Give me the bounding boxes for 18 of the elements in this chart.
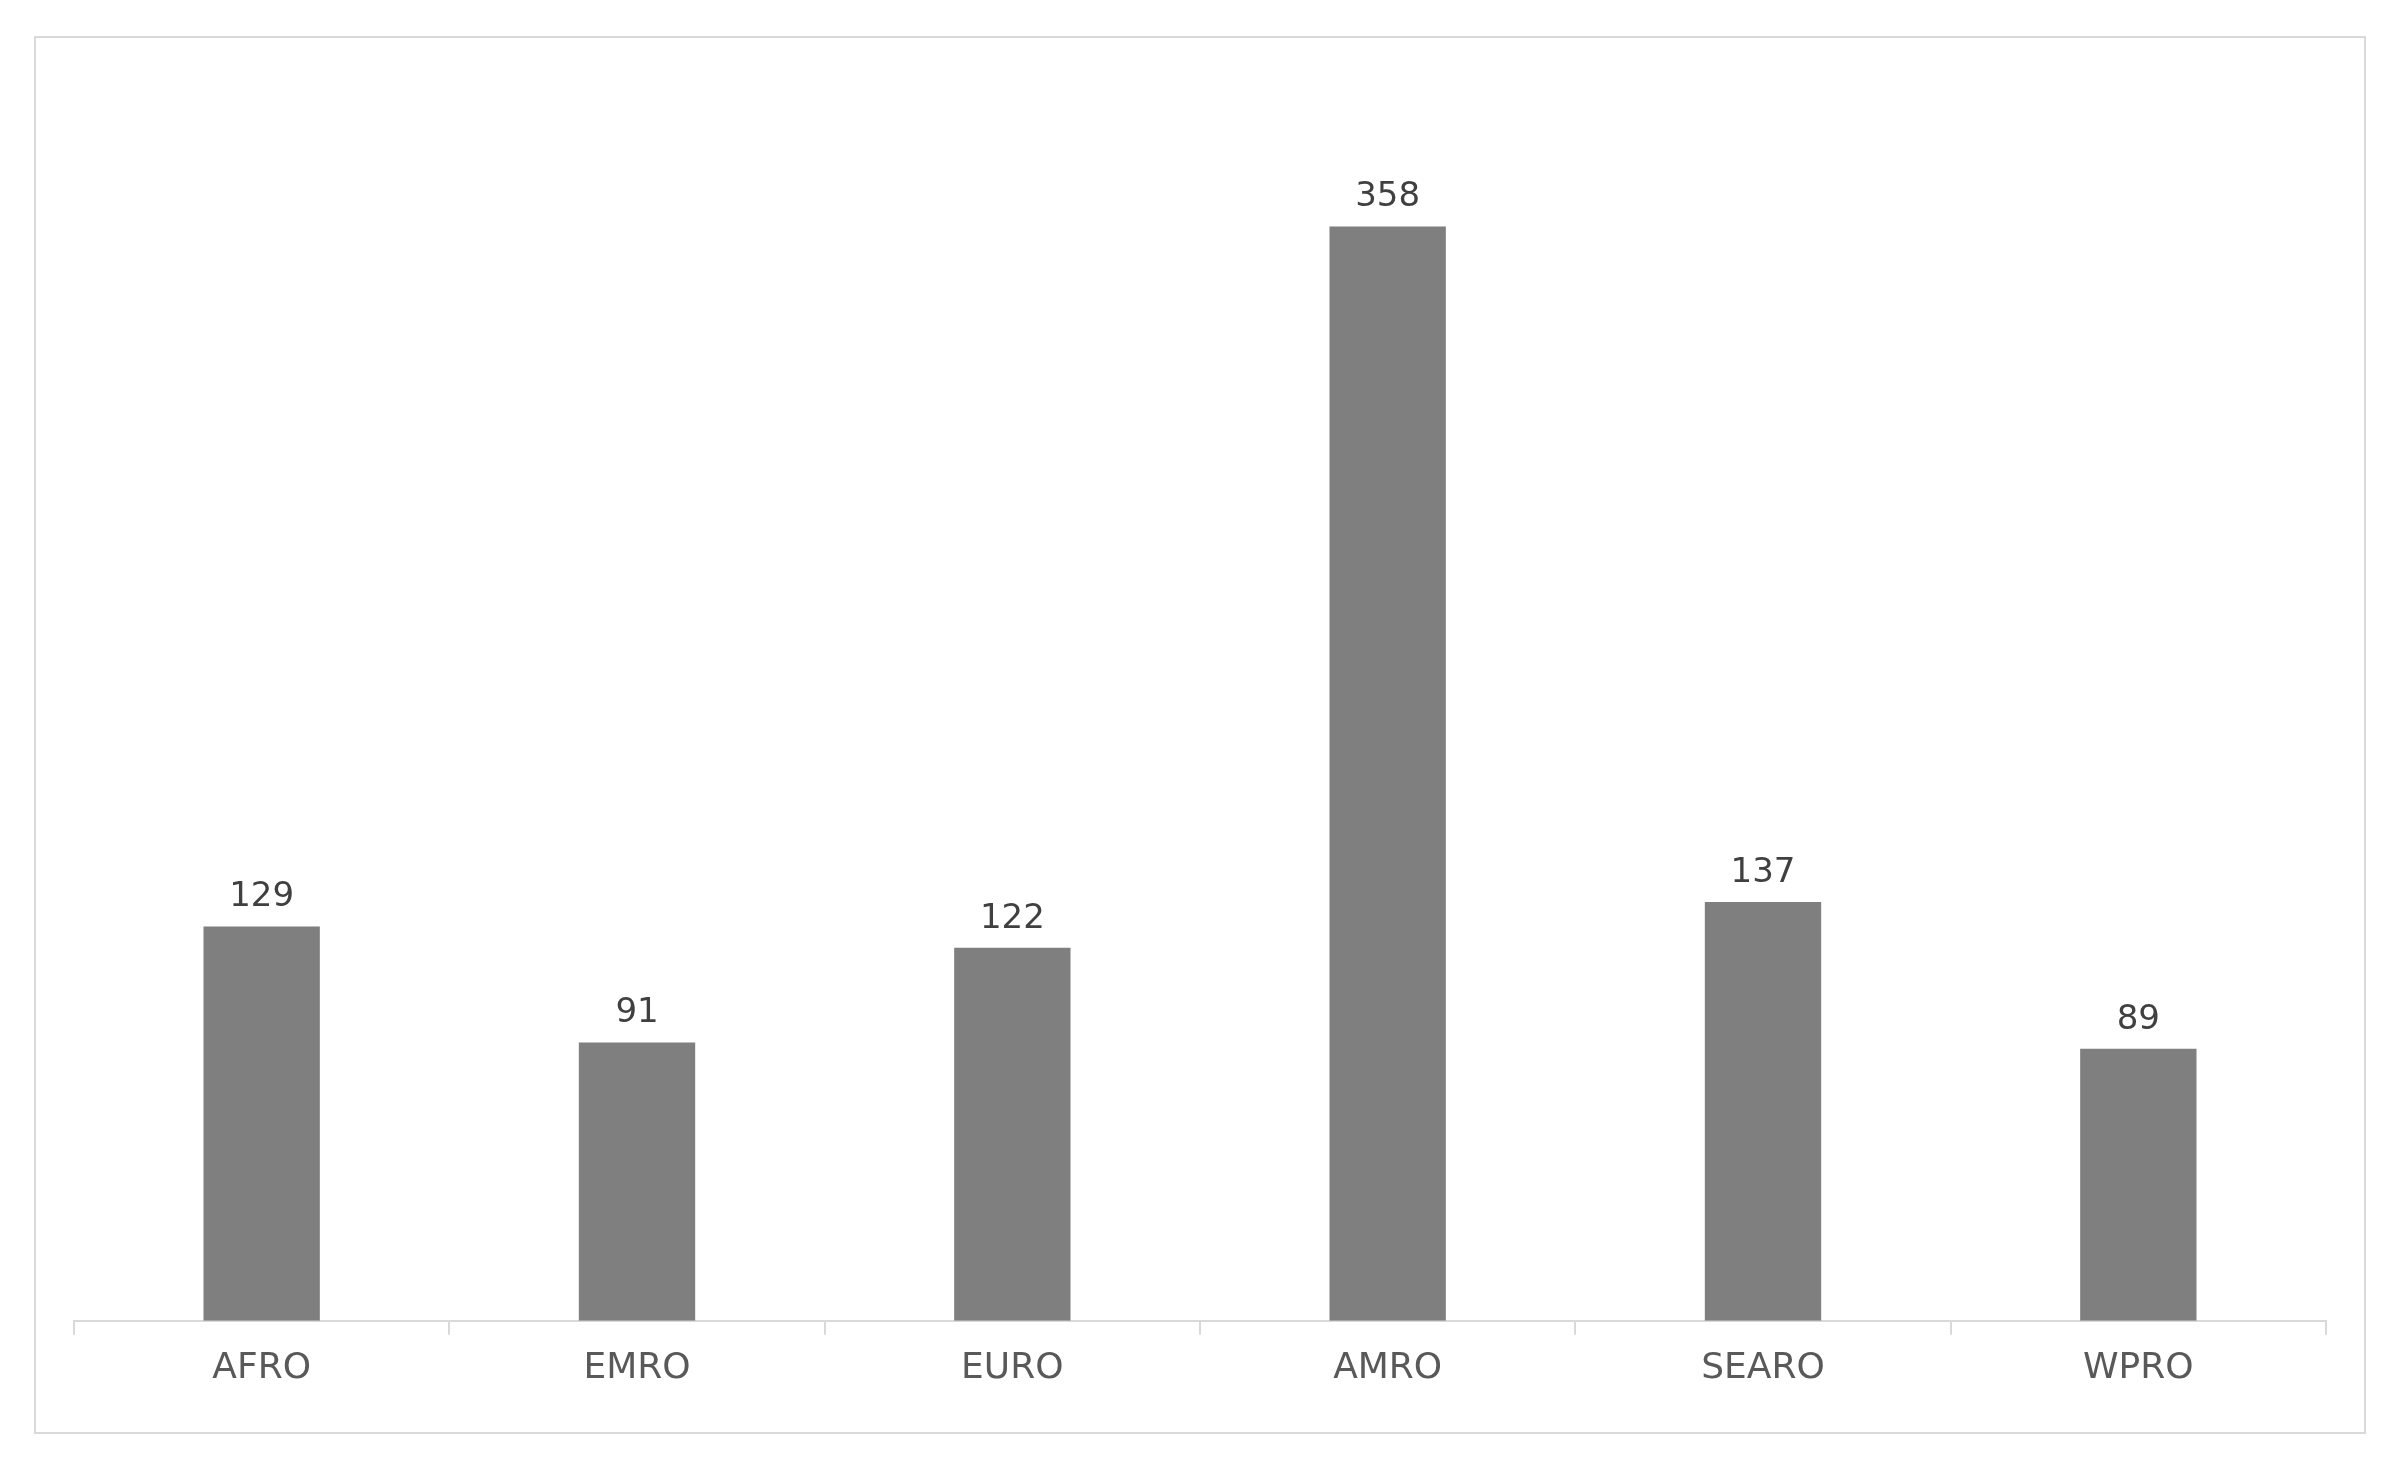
- data-label: 137: [1730, 849, 1796, 890]
- data-label: 89: [2116, 996, 2160, 1037]
- x-tick-label: SEARO: [1701, 1344, 1825, 1386]
- bar: [578, 1042, 696, 1321]
- bar: [954, 947, 1071, 1321]
- x-tick-label: AMRO: [1333, 1344, 1443, 1386]
- x-tick-label: WPRO: [2083, 1344, 2194, 1386]
- bar: [2080, 1048, 2197, 1321]
- data-label: 358: [1355, 174, 1421, 215]
- x-tick-label: EMRO: [583, 1344, 691, 1386]
- data-label: 91: [615, 990, 659, 1031]
- bar: [1704, 901, 1822, 1321]
- x-tick-label: AFRO: [212, 1344, 312, 1386]
- bar: [1329, 226, 1446, 1321]
- x-tick-label: EURO: [961, 1344, 1064, 1386]
- data-label: 129: [229, 874, 295, 915]
- bar: [203, 926, 320, 1321]
- data-label: 122: [979, 895, 1045, 936]
